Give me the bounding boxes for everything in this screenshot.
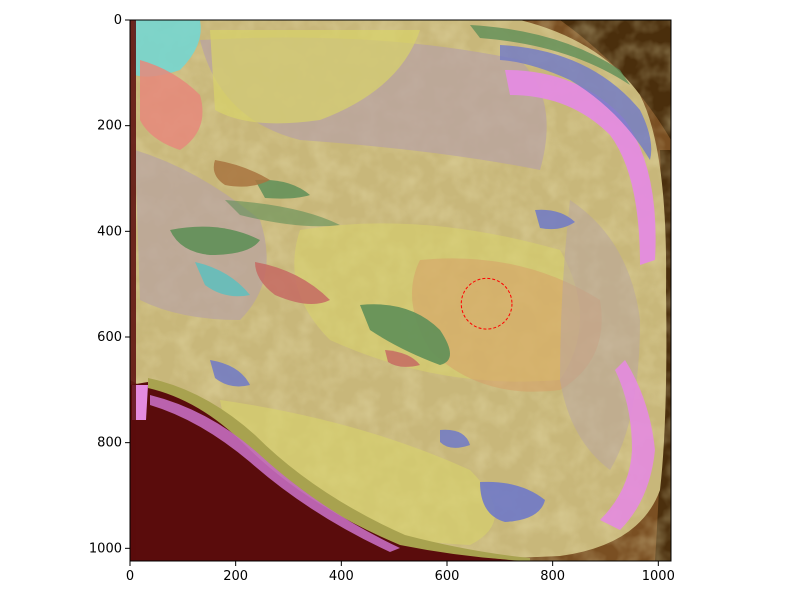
magenta-rim-lower — [600, 360, 655, 530]
axes-frame — [129, 19, 672, 562]
orange-central-zone — [412, 258, 602, 392]
red-streak-2 — [385, 350, 420, 367]
cyan-top-left — [134, 20, 201, 77]
magenta-rim — [505, 70, 656, 265]
brown-streak — [213, 160, 270, 187]
y-axis: 0 200 400 600 800 1000 — [89, 13, 130, 556]
x-axis: 0 200 400 600 800 1000 — [126, 561, 675, 584]
x-tick-label: 600 — [435, 569, 460, 584]
cyan-streak — [195, 262, 250, 297]
x-tick-label: 200 — [223, 569, 248, 584]
y-tick-label: 400 — [97, 224, 122, 239]
x-tick-label: 1000 — [642, 569, 675, 584]
yellow-upper-left-zone — [210, 30, 420, 124]
magenta-boundary — [150, 395, 400, 552]
green-streak-3 — [255, 179, 310, 199]
green-rim — [470, 25, 630, 85]
salmon-top-left — [140, 60, 203, 150]
blue-cluster-center — [440, 429, 470, 448]
x-tick-label: 0 — [126, 569, 134, 584]
y-tick-label: 800 — [97, 436, 122, 451]
blue-cluster-left — [210, 360, 250, 387]
x-tick-label: 400 — [329, 569, 354, 584]
y-tick-label: 200 — [97, 119, 122, 134]
x-tick-label: 800 — [540, 569, 565, 584]
blue-cluster-lower — [480, 481, 545, 522]
green-streak-2 — [360, 304, 450, 365]
dark-left-strip — [130, 20, 136, 561]
y-tick-label: 1000 — [89, 541, 122, 556]
plot-area — [130, 20, 671, 561]
annotation-circle — [460, 277, 513, 330]
yellow-lower-zone — [220, 400, 495, 545]
blue-cluster-mid — [535, 209, 575, 230]
red-streak-1 — [255, 262, 330, 304]
y-tick-label: 0 — [114, 13, 122, 28]
mauve-right-zone — [560, 200, 640, 470]
olive-boundary — [148, 378, 530, 561]
green-streak-4 — [225, 200, 340, 227]
y-tick-label: 600 — [97, 330, 122, 345]
green-streak-1 — [170, 226, 260, 255]
blue-rim — [500, 45, 652, 160]
